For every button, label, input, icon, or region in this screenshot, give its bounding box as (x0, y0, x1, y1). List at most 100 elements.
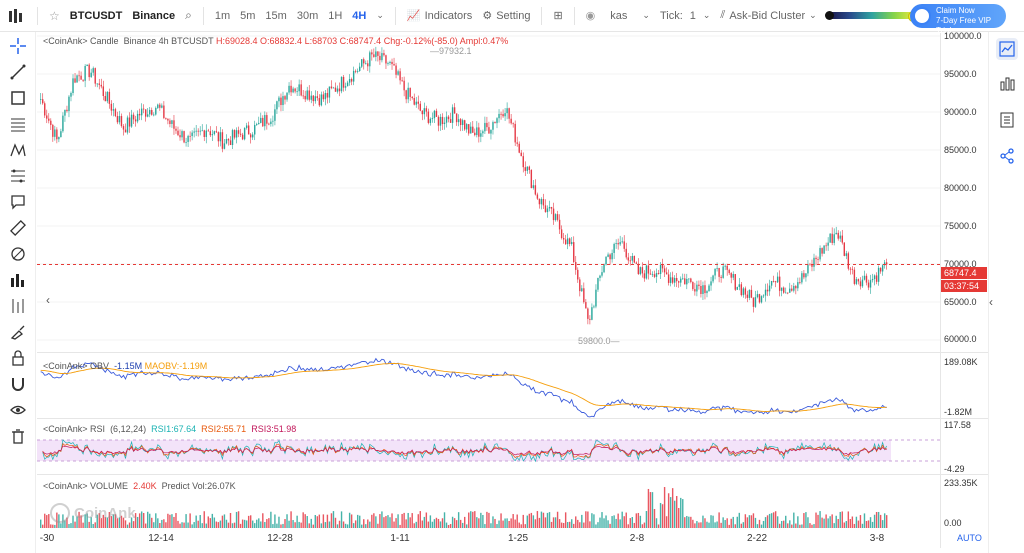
ruler-icon[interactable] (8, 218, 28, 238)
visibility-button[interactable]: ◉ (581, 9, 601, 22)
candle-body (233, 130, 236, 138)
price-axis[interactable]: 100000.0 95000.0 90000.0 85000.0 80000.0… (940, 31, 988, 548)
interval-4h[interactable]: 4H (352, 9, 367, 22)
candle-body (597, 277, 599, 290)
volume-bar (476, 517, 478, 528)
line-chart-icon[interactable] (996, 38, 1018, 60)
volume-bar (877, 511, 880, 528)
parallel-lines-icon[interactable] (8, 114, 28, 134)
pattern-icon[interactable] (8, 140, 28, 160)
candle-body (799, 282, 801, 283)
volume-bar (415, 521, 417, 528)
rsi-band (37, 440, 891, 461)
pane-divider[interactable] (37, 474, 988, 475)
brush-icon[interactable] (8, 322, 28, 342)
list-icon[interactable] (996, 109, 1018, 131)
share-icon[interactable] (996, 145, 1018, 167)
candle-body (803, 273, 805, 278)
heatmap-gradient-slider[interactable] (824, 11, 919, 22)
search-dropdown[interactable]: ⌄ (637, 10, 655, 21)
symbol-search-button[interactable]: ⌕ (180, 8, 197, 23)
trash-icon[interactable] (8, 426, 28, 446)
indicators-button[interactable]: 📈 Indicators (402, 9, 477, 23)
volume-bar (205, 523, 207, 528)
candle-body (359, 66, 361, 71)
lock-icon[interactable] (8, 348, 28, 368)
layout-button[interactable]: ⊞ (548, 9, 567, 22)
candle-body (556, 214, 559, 220)
chevron-left-icon[interactable]: ‹ (989, 295, 993, 309)
pane-divider[interactable] (37, 418, 988, 419)
volume-bar (449, 523, 452, 528)
claim-vip-button[interactable]: Claim Now 7-Day Free VIP Trial (910, 4, 1006, 35)
auto-scale-button[interactable]: AUTO (957, 533, 982, 543)
volume-bar (221, 515, 224, 528)
interval-15m[interactable]: 15m (265, 9, 287, 22)
eye-icon[interactable] (8, 400, 28, 420)
candle-body (122, 126, 125, 130)
candle-legend: <CoinAnk> Candle Binance 4h BTCUSDT H:69… (43, 36, 508, 46)
interval-30m[interactable]: 30m (296, 9, 319, 22)
interval-1h[interactable]: 1H (328, 9, 343, 22)
candle-body (819, 248, 821, 260)
candle-body (817, 259, 819, 260)
coinank-watermark: CoinAnk (50, 503, 136, 523)
volume-bar (211, 513, 214, 528)
chart-logo[interactable] (0, 8, 31, 24)
volume-bar (470, 511, 472, 528)
candle-body (118, 116, 121, 123)
volume-bar (760, 524, 763, 528)
tick-value-select[interactable]: 1 (689, 9, 696, 22)
interval-1m[interactable]: 1m (214, 9, 231, 22)
candle-body (562, 237, 565, 240)
candle-body (413, 98, 415, 105)
measure-icon[interactable] (8, 296, 28, 316)
volume-bar (716, 521, 718, 528)
volume-bar (548, 512, 551, 528)
exchange-label[interactable]: Binance (132, 9, 176, 22)
magnet-brush-icon[interactable] (8, 244, 28, 264)
candle-body (379, 55, 381, 61)
comment-icon[interactable] (8, 192, 28, 212)
rectangle-icon[interactable] (8, 88, 28, 108)
candle-body (599, 275, 601, 278)
volume-bar (708, 522, 710, 528)
candle-body (88, 64, 90, 78)
favorite-star-button[interactable]: ☆ (44, 9, 65, 23)
bars-icon[interactable] (8, 270, 28, 290)
interval-5m[interactable]: 5m (240, 9, 256, 22)
bar-stats-icon[interactable] (996, 72, 1018, 94)
heatmap-search-input[interactable]: kas (610, 9, 628, 22)
fib-icon[interactable] (8, 166, 28, 186)
tick-dropdown[interactable]: ⌄ (698, 10, 716, 21)
crosshair-icon[interactable] (8, 36, 28, 56)
high-price-label: —97932.1 (430, 46, 472, 56)
volume-bar (516, 514, 518, 528)
volume-bar (153, 522, 155, 528)
volume-bar (122, 517, 125, 528)
symbol-label[interactable]: BTCUSDT (69, 9, 123, 22)
candle-body (262, 117, 264, 127)
magnet-icon[interactable] (8, 374, 28, 394)
interval-dropdown[interactable]: ⌄ (371, 10, 389, 21)
chart-canvas[interactable] (37, 33, 940, 548)
candle-body (718, 267, 720, 277)
time-axis[interactable]: -30 12-14 12-28 1-11 1-25 2-8 2-22 3-8 (37, 531, 940, 549)
candle-body (871, 279, 874, 281)
volume-bar (863, 513, 866, 528)
volume-bar (98, 513, 100, 528)
candle-body (183, 131, 185, 143)
trend-line-icon[interactable] (8, 62, 28, 82)
cluster-button[interactable]: ⫽ Ask-Bid Cluster ⌄ (715, 9, 821, 22)
candle-body (221, 132, 224, 149)
candle-body (728, 269, 730, 274)
candle-body (847, 253, 850, 269)
volume-bar (401, 513, 403, 528)
candle-body (738, 284, 741, 287)
volume-bar (875, 512, 878, 528)
candle-body (44, 103, 46, 116)
candle-body (136, 113, 139, 122)
pane-divider[interactable] (37, 352, 988, 353)
chevron-left-icon[interactable]: ‹ (46, 293, 50, 307)
setting-button[interactable]: ⚙ Setting (477, 9, 535, 23)
